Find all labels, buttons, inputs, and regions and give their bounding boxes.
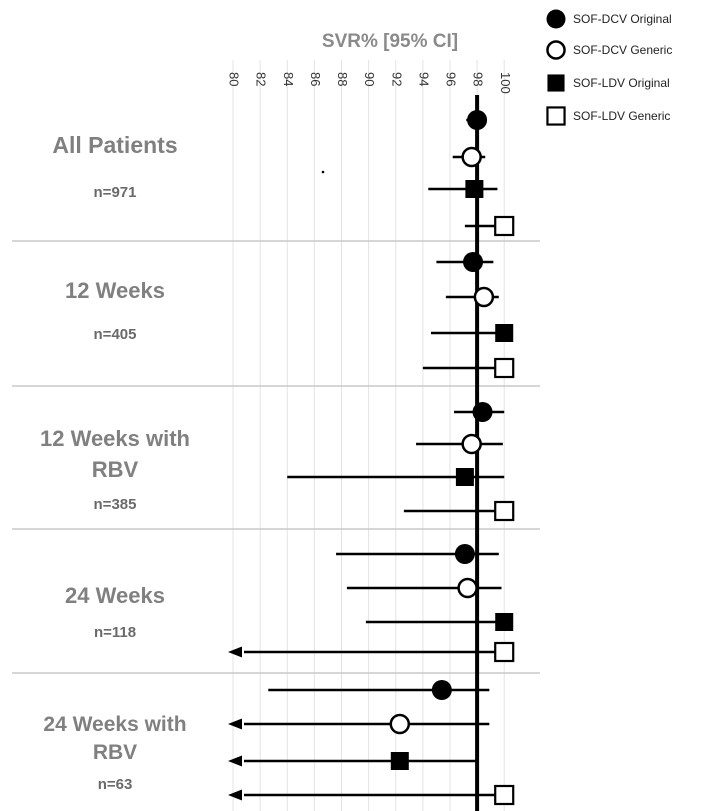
x-tick-label: 98	[471, 72, 486, 86]
ci-arrowhead	[228, 646, 242, 658]
x-axis-ticks: 80 82 84 86 88 90 92 94 96 98 100	[227, 72, 513, 94]
estimate-marker	[465, 180, 484, 198]
estimate-marker	[494, 784, 515, 806]
group-n: n=118	[94, 624, 136, 641]
x-tick-label: 94	[416, 72, 431, 86]
x-tick-label: 96	[444, 72, 459, 86]
point-estimates	[389, 110, 515, 806]
legend-label: SOF-DCV Original	[573, 12, 672, 26]
estimate-marker	[494, 500, 515, 522]
legend-marker	[546, 9, 566, 29]
group-labels: All Patients n=971 12 Weeks n=405 12 Weeks w…	[40, 132, 190, 793]
x-tick-label: 92	[389, 72, 404, 86]
confidence-intervals	[228, 118, 505, 801]
legend-marker	[546, 40, 566, 60]
estimate-marker	[463, 252, 484, 272]
estimate-marker	[461, 146, 482, 168]
group-n: n=971	[94, 184, 137, 201]
legend: SOF-DCV Original SOF-DCV Generic SOF-LDV O…	[546, 9, 672, 126]
grid	[232, 60, 505, 811]
estimate-marker	[461, 433, 482, 455]
x-tick-label: 82	[254, 72, 269, 86]
x-tick-label: 88	[335, 72, 350, 86]
group-n: n=63	[98, 776, 133, 793]
group-label: RBV	[92, 457, 139, 482]
x-tick-label: 84	[281, 72, 296, 86]
group-separators	[12, 240, 540, 674]
chart-title: SVR% [95% CI]	[322, 31, 458, 52]
estimate-marker	[473, 286, 495, 308]
estimate-marker	[467, 110, 488, 130]
legend-label: SOF-LDV Generic	[573, 109, 670, 123]
x-tick-label: 86	[308, 72, 323, 86]
group-n: n=405	[94, 326, 137, 343]
group-label: RBV	[93, 741, 137, 764]
group-label: All Patients	[52, 132, 177, 158]
group-label: 12 Weeks	[65, 278, 165, 303]
estimate-marker	[472, 402, 493, 422]
legend-label: SOF-DCV Generic	[573, 43, 672, 57]
estimate-marker	[454, 544, 475, 564]
legend-marker	[547, 74, 565, 92]
estimate-marker	[455, 468, 474, 486]
estimate-marker	[495, 613, 514, 631]
estimate-marker	[495, 324, 514, 342]
estimate-marker	[494, 641, 515, 663]
estimate-marker	[390, 752, 409, 770]
x-tick-label: 80	[227, 72, 242, 86]
ci-arrowhead	[228, 755, 242, 767]
estimate-marker	[389, 713, 411, 735]
x-tick-label: 100	[498, 72, 513, 94]
ci-arrowhead	[228, 718, 242, 730]
legend-label: SOF-LDV Original	[573, 76, 670, 90]
legend-marker	[546, 106, 566, 126]
group-label: 12 Weeks with	[40, 426, 190, 451]
x-tick-label: 90	[362, 72, 377, 86]
group-n: n=385	[94, 496, 137, 513]
stray-dot	[321, 170, 325, 174]
group-label: 24 Weeks	[65, 583, 165, 608]
estimate-marker	[431, 680, 452, 700]
estimate-marker	[494, 357, 515, 379]
estimate-marker	[494, 215, 515, 237]
estimate-marker	[457, 577, 478, 599]
group-label: 24 Weeks with	[43, 713, 186, 736]
ci-arrowhead	[228, 789, 242, 801]
